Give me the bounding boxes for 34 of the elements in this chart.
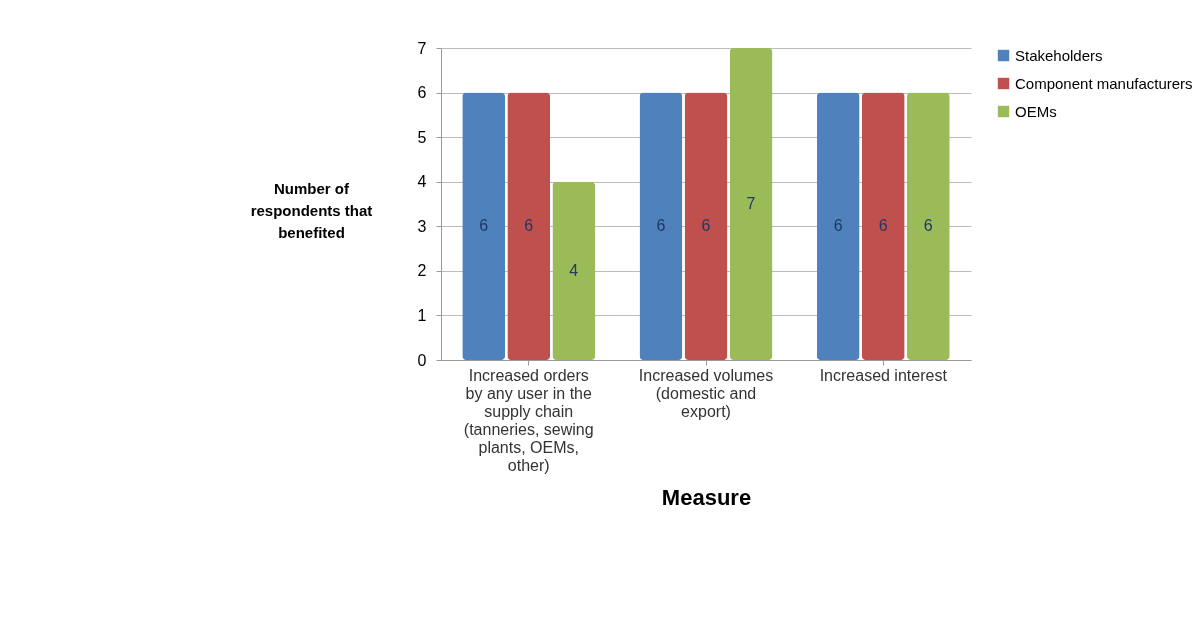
x-tick-label: Increased volumes (domestic and export) (638, 366, 774, 420)
y-tick-label: 0 (417, 351, 427, 369)
y-tick-label: 4 (417, 173, 427, 191)
bar (729, 48, 773, 360)
y-tick-label: 2 (417, 262, 427, 280)
bar (861, 92, 905, 360)
data-label: 6 (923, 217, 933, 235)
y-tick-label: 7 (417, 39, 427, 57)
y-tick-label: 1 (417, 306, 427, 324)
data-label: 6 (524, 217, 534, 235)
legend-label: Stakeholders (1015, 46, 1103, 64)
bar (906, 92, 950, 360)
x-tick-label: Increased orders by any user in the supply chain (tanneries, sewing plants, OEMs, other) (463, 366, 594, 474)
data-label: 6 (479, 217, 489, 235)
y-tick-label: 5 (417, 128, 427, 146)
data-label: 4 (569, 261, 579, 279)
data-label: 6 (656, 217, 666, 235)
bar (552, 181, 596, 360)
bar (507, 92, 551, 360)
bar (462, 92, 506, 360)
data-label: 6 (701, 217, 711, 235)
x-tick-label: Increased interest (819, 366, 948, 384)
y-tick-label: 3 (417, 217, 427, 235)
data-label: 7 (746, 195, 756, 212)
data-label: 6 (878, 217, 888, 235)
legend-label: OEMs (1015, 102, 1057, 120)
y-tick-label: 6 (417, 84, 427, 102)
bar (816, 92, 860, 360)
data-label: 6 (833, 217, 843, 235)
bar (639, 92, 683, 360)
y-axis-title: Number of respondents that benefited (250, 179, 373, 241)
legend-label: Component manufacturers (1015, 74, 1193, 92)
x-axis-title: Measure (661, 484, 752, 510)
bar (684, 92, 728, 360)
